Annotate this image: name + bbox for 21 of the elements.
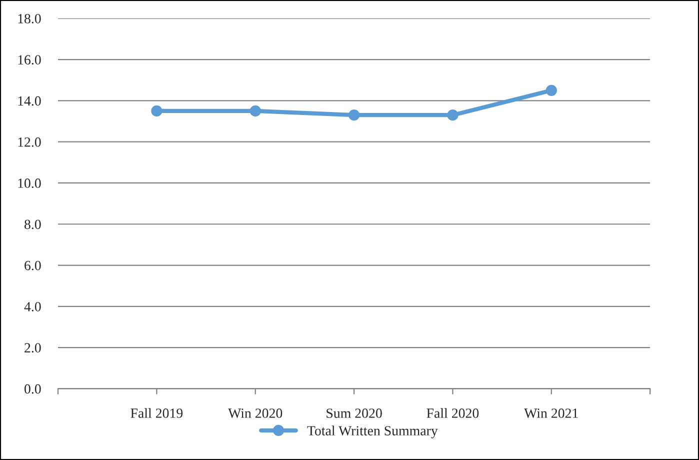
y-tick-label: 6.0 [24,260,41,270]
y-tick-label: 18.0 [18,14,41,24]
x-tick-label: Win 2020 [228,408,282,418]
y-tick-label: 4.0 [24,302,41,312]
point [151,105,162,117]
point [250,105,261,117]
x-tick-label: Fall 2020 [426,408,479,418]
x-tick-label: Fall 2019 [130,408,183,418]
legend-label: Total Written Summary [307,426,438,438]
point [546,84,557,96]
y-tick-label: 2.0 [24,343,41,353]
point [447,110,458,121]
x-tick-label: Sum 2020 [326,408,382,418]
y-tick-label: 14.0 [18,96,41,106]
y-tick-label: 10.0 [18,178,41,188]
point [348,110,360,121]
y-tick-label: 16.0 [18,55,41,65]
y-tick-label: 0.0 [24,384,41,394]
y-tick-label: 12.0 [18,137,41,147]
x-tick-label: Win 2021 [524,408,578,418]
y-tick-label: 8.0 [24,220,41,230]
